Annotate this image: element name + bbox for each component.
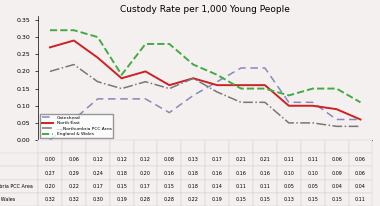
- England & Wales: [71, 29, 76, 32]
- England & Wales: [239, 87, 243, 90]
- Gateshead: [334, 118, 339, 121]
- Northumbria PCC Area: [263, 101, 267, 104]
- England & Wales: [263, 87, 267, 90]
- Gateshead: [48, 139, 52, 141]
- England & Wales: [358, 101, 363, 104]
- Line: North East: North East: [50, 41, 361, 119]
- North East: [119, 77, 124, 80]
- North East: [263, 84, 267, 86]
- Gateshead: [143, 98, 148, 100]
- Northumbria PCC Area: [95, 81, 100, 83]
- North East: [287, 104, 291, 107]
- Gateshead: [310, 101, 315, 104]
- Gateshead: [287, 101, 291, 104]
- North East: [239, 84, 243, 86]
- Gateshead: [119, 98, 124, 100]
- Gateshead: [71, 118, 76, 121]
- North East: [95, 56, 100, 59]
- England & Wales: [167, 43, 172, 45]
- North East: [310, 104, 315, 107]
- Line: England & Wales: England & Wales: [50, 30, 361, 102]
- Northumbria PCC Area: [119, 87, 124, 90]
- England & Wales: [119, 74, 124, 76]
- North East: [358, 118, 363, 121]
- England & Wales: [334, 87, 339, 90]
- North East: [48, 46, 52, 49]
- Line: Gateshead: Gateshead: [50, 68, 361, 140]
- England & Wales: [215, 74, 219, 76]
- Northumbria PCC Area: [191, 77, 196, 80]
- Northumbria PCC Area: [48, 70, 52, 73]
- Gateshead: [358, 118, 363, 121]
- Northumbria PCC Area: [310, 122, 315, 124]
- England & Wales: [143, 43, 148, 45]
- Northumbria PCC Area: [358, 125, 363, 128]
- North East: [143, 70, 148, 73]
- Northumbria PCC Area: [71, 63, 76, 66]
- Northumbria PCC Area: [239, 101, 243, 104]
- North East: [191, 77, 196, 80]
- Northumbria PCC Area: [215, 91, 219, 93]
- Title: Custody Rate per 1,000 Young People: Custody Rate per 1,000 Young People: [120, 5, 290, 14]
- Northumbria PCC Area: [287, 122, 291, 124]
- Northumbria PCC Area: [143, 81, 148, 83]
- Gateshead: [215, 81, 219, 83]
- North East: [167, 84, 172, 86]
- England & Wales: [95, 36, 100, 38]
- Gateshead: [167, 111, 172, 114]
- England & Wales: [191, 63, 196, 66]
- Line: Northumbria PCC Area: Northumbria PCC Area: [50, 64, 361, 126]
- Gateshead: [191, 94, 196, 97]
- Gateshead: [263, 67, 267, 69]
- England & Wales: [287, 94, 291, 97]
- North East: [71, 39, 76, 42]
- Northumbria PCC Area: [334, 125, 339, 128]
- North East: [215, 84, 219, 86]
- England & Wales: [310, 87, 315, 90]
- Gateshead: [95, 98, 100, 100]
- Northumbria PCC Area: [167, 87, 172, 90]
- North East: [334, 108, 339, 110]
- Legend: Gateshead, North East, - - Northumbria PCC Area, England & Wales: Gateshead, North East, - - Northumbria P…: [40, 114, 113, 138]
- England & Wales: [48, 29, 52, 32]
- Gateshead: [239, 67, 243, 69]
